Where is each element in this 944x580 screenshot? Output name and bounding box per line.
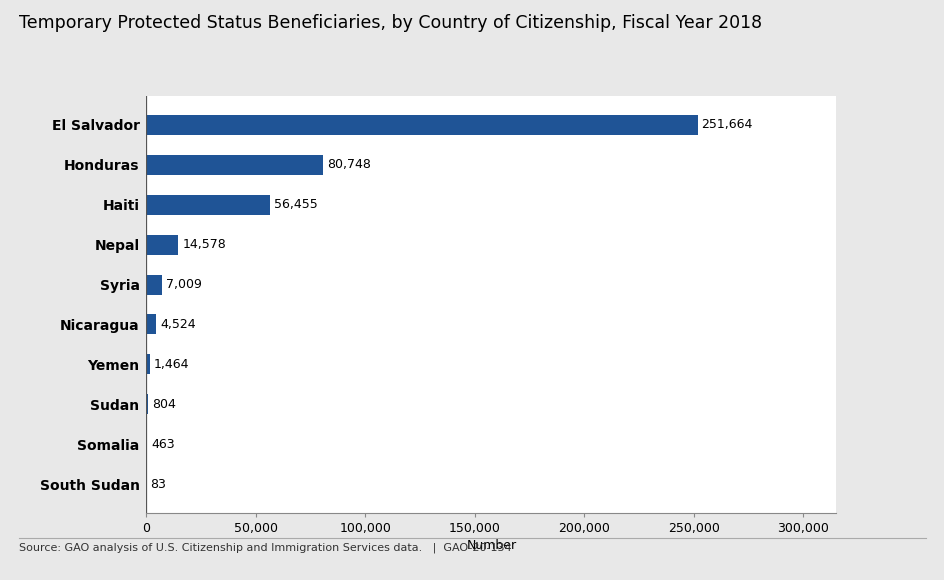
Text: 463: 463 [151, 438, 175, 451]
Text: 7,009: 7,009 [165, 278, 201, 291]
Text: 251,664: 251,664 [700, 118, 752, 131]
Bar [146, 274, 161, 295]
Text: 14,578: 14,578 [182, 238, 226, 251]
Text: 4,524: 4,524 [160, 318, 195, 331]
Text: 80,748: 80,748 [327, 158, 371, 171]
Bar [146, 434, 147, 454]
Text: Temporary Protected Status Beneficiaries, by Country of Citizenship, Fiscal Year: Temporary Protected Status Beneficiaries… [19, 14, 761, 32]
Bar [146, 115, 697, 135]
Bar [146, 234, 178, 255]
Text: 83: 83 [150, 478, 166, 491]
Bar [146, 314, 156, 335]
Text: 804: 804 [152, 398, 176, 411]
Bar [146, 195, 270, 215]
Bar [146, 155, 323, 175]
Text: 1,464: 1,464 [154, 358, 189, 371]
Text: 56,455: 56,455 [274, 198, 317, 211]
Bar [146, 394, 148, 414]
Bar [146, 354, 149, 375]
X-axis label: Number: Number [465, 539, 516, 553]
Text: Source: GAO analysis of U.S. Citizenship and Immigration Services data.   |  GAO: Source: GAO analysis of U.S. Citizenship… [19, 542, 511, 553]
